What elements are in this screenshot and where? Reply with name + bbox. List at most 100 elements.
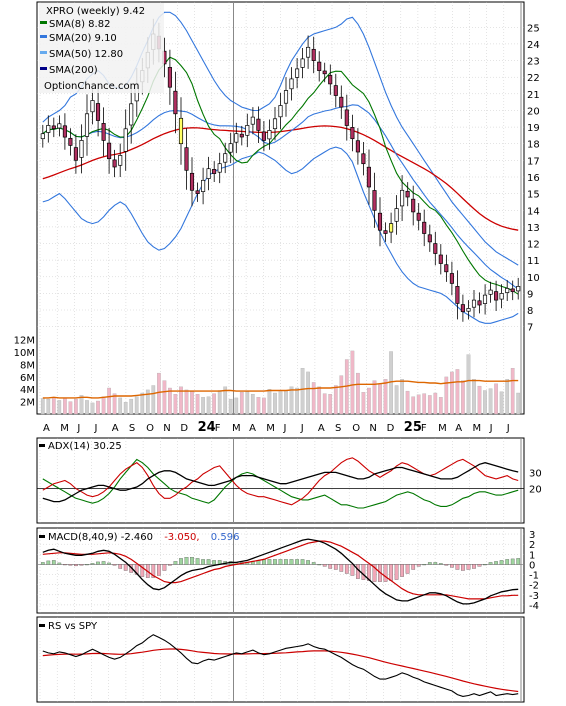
macd-histogram-bar: [68, 564, 73, 566]
macd-histogram-bar: [322, 564, 327, 567]
candle-body: [167, 67, 172, 88]
candle-body: [239, 133, 244, 138]
macd-histogram-bar: [179, 558, 183, 565]
volume-bar: [179, 386, 183, 415]
macd-histogram-bar: [344, 564, 349, 574]
macd-histogram-bar: [367, 564, 371, 581]
volume-bar: [433, 392, 438, 415]
candle-body: [62, 125, 67, 138]
candle-body: [389, 223, 394, 233]
volume-bar: [168, 387, 172, 415]
x-tick-label: F: [421, 423, 427, 434]
macd-tick-label: -1: [529, 571, 539, 582]
volume-bar: [356, 372, 360, 415]
candle-body: [427, 234, 432, 243]
macd-tick-label: -4: [529, 601, 539, 612]
macd-histogram-bar: [411, 564, 416, 570]
macd-histogram-bar: [466, 564, 471, 570]
macd-histogram-bar: [356, 564, 360, 579]
x-tick-label: A: [455, 423, 462, 434]
volume-bar: [184, 389, 189, 415]
price-tick-label: 13: [527, 223, 540, 234]
macd-histogram-bar: [306, 560, 310, 565]
minus-di-line: [42, 458, 519, 509]
volume-bar: [372, 380, 377, 415]
x-tick-label: A: [112, 423, 119, 434]
candle-body: [234, 133, 239, 143]
x-tick-label: M: [266, 423, 275, 434]
macd-histogram-bar: [311, 562, 316, 565]
price-tick-label: 23: [527, 57, 540, 68]
x-tick-label: O: [146, 423, 154, 434]
x-tick-label: D: [387, 423, 395, 434]
price-tick-label: 9: [527, 289, 533, 300]
price-tick-label: 22: [527, 73, 540, 84]
volume-bar: [46, 398, 51, 415]
volume-bar: [195, 394, 200, 415]
volume-bar: [317, 386, 322, 415]
volume-bar: [228, 398, 233, 415]
macd-histogram-bar: [483, 564, 487, 566]
macd-histogram-bar: [212, 560, 216, 565]
candle-body: [272, 118, 278, 130]
x-tick-label: N: [163, 423, 170, 434]
macd-histogram-bar: [289, 559, 294, 565]
candle-body: [449, 273, 454, 284]
macd-histogram-bar: [422, 564, 427, 566]
volume-bar: [96, 400, 100, 415]
macd-histogram-bar: [173, 561, 178, 565]
x-tick-label: M: [232, 423, 241, 434]
macd-title-main: MACD(8,40,9) -2.460: [48, 532, 153, 543]
price-tick-label: 10: [527, 273, 540, 284]
candle-body: [317, 61, 322, 71]
volume-bar: [499, 391, 504, 415]
price-tick-label: 14: [527, 206, 540, 217]
price-axis: 7 8 9 10 11 12 13 14 15 16 17 18 19 20 21 22 23 24 25: [527, 23, 540, 333]
volume-bar: [140, 392, 145, 415]
x-tick-label: M: [473, 423, 482, 434]
macd-histogram-bar: [333, 564, 338, 570]
candle-body: [278, 105, 283, 118]
candle-body: [383, 230, 388, 234]
adx-line: [42, 462, 519, 503]
candle-body: [118, 155, 123, 166]
candle-body: [184, 147, 189, 171]
macd-histogram-bar: [107, 562, 111, 565]
volume-bar: [477, 385, 482, 415]
macd-histogram-bar: [455, 564, 460, 570]
candle-body: [46, 125, 51, 133]
x-tick-label: J: [506, 423, 510, 434]
macd-line: [42, 538, 519, 605]
macd-tick-label: -3: [529, 591, 539, 602]
macd-histogram-bar: [372, 564, 377, 582]
volume-bar: [123, 402, 128, 415]
macd-histogram-bar: [444, 564, 449, 566]
macd-histogram-bar: [63, 564, 67, 566]
candle-body: [455, 286, 460, 304]
volume-bar: [57, 400, 62, 415]
volume-bar: [361, 392, 366, 415]
price-tick-label: 19: [527, 123, 540, 134]
macd-histogram-bar: [118, 564, 123, 569]
adx-title: ADX(14) 30.25: [48, 441, 122, 452]
macd-tick-label: 0: [529, 560, 535, 571]
volume-bar: [411, 396, 416, 415]
candle-body: [405, 190, 410, 198]
candle-body: [217, 163, 222, 173]
volume-bar: [90, 402, 95, 415]
macd-histogram-bar: [162, 564, 167, 571]
volume-tick-label: 10M: [14, 348, 35, 359]
candle-body: [355, 140, 360, 153]
macd-histogram-bar: [317, 564, 322, 566]
macd-histogram-bar: [57, 562, 62, 565]
candle-body: [178, 117, 184, 145]
macd-histogram-bar: [151, 564, 156, 578]
candle-body: [460, 304, 465, 313]
volume-bar: [394, 385, 399, 415]
volume-bar: [289, 386, 294, 415]
volume-bar: [367, 387, 371, 415]
candle-body: [250, 116, 255, 125]
candle-body: [289, 78, 294, 90]
